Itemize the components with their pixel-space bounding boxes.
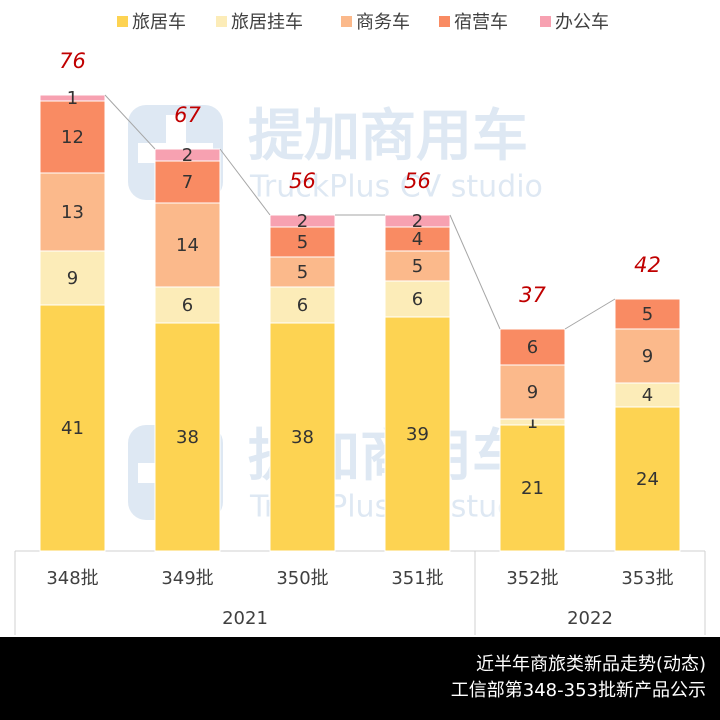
- legend-swatch: [117, 16, 128, 27]
- total-label: 42: [634, 253, 661, 277]
- data-label: 2: [297, 211, 308, 232]
- bar-segment: [499, 364, 566, 420]
- x-tick-label: 352批: [506, 568, 558, 589]
- x-tick-label: 350批: [276, 568, 328, 589]
- data-label: 9: [67, 268, 78, 289]
- connector: [104, 94, 156, 150]
- data-label: 38: [176, 427, 199, 448]
- bar-segment: [269, 214, 336, 228]
- legend-swatch: [216, 16, 227, 27]
- footer-line: 近半年商旅类新品走势(动态): [476, 654, 706, 675]
- bar-segment: [614, 328, 681, 384]
- data-label: 6: [297, 295, 308, 316]
- data-label: 24: [636, 469, 659, 490]
- data-label: 38: [291, 427, 314, 448]
- bar-segment: [614, 406, 681, 552]
- bar-segment: [154, 148, 221, 162]
- connector: [564, 298, 616, 330]
- data-label: 7: [182, 172, 193, 193]
- data-label: 1: [67, 88, 78, 109]
- data-label: 4: [412, 229, 423, 250]
- x-tick-label: 351批: [391, 568, 443, 589]
- data-label: 2: [412, 211, 423, 232]
- connector: [449, 214, 501, 330]
- watermark-subtitle: TruckPlus CV studio: [249, 170, 543, 205]
- x-tick-label: 348批: [46, 568, 98, 589]
- bar-segment: [39, 304, 106, 552]
- data-label: 1: [527, 412, 538, 433]
- bar-segment: [384, 316, 451, 552]
- data-label: 2: [182, 145, 193, 166]
- bar-segment: [39, 250, 106, 306]
- data-label: 39: [406, 424, 429, 445]
- bar-segment: [269, 322, 336, 552]
- total-label: 56: [289, 169, 316, 193]
- legend-swatch: [540, 16, 551, 27]
- total-label: 37: [519, 283, 546, 307]
- legend-swatch: [439, 16, 450, 27]
- bar-segment: [384, 226, 451, 252]
- bar-segment: [154, 202, 221, 288]
- legend-label: 旅居车: [132, 12, 186, 33]
- bar-segment: [499, 424, 566, 552]
- x-tick-label: 349批: [161, 568, 213, 589]
- bar-segment: [39, 100, 106, 174]
- bar-segment: [384, 214, 451, 228]
- footer-line: 工信部第348-353批新产品公示: [451, 680, 706, 701]
- bar-segment: [269, 286, 336, 324]
- legend-label: 办公车: [555, 12, 609, 33]
- x-tick-label: 353批: [621, 568, 673, 589]
- bar-segment: [269, 226, 336, 258]
- bar-segment: [154, 286, 221, 324]
- footer-band: [0, 637, 720, 720]
- bar-segment: [39, 172, 106, 252]
- data-label: 14: [176, 235, 199, 256]
- bar-segment: [499, 328, 566, 366]
- bar-segment: [154, 160, 221, 204]
- legend-label: 商务车: [356, 12, 410, 33]
- data-label: 5: [412, 256, 423, 277]
- bar-segment: [39, 94, 106, 102]
- connector: [219, 148, 271, 216]
- group-label: 2021: [222, 608, 268, 629]
- group-label: 2022: [567, 608, 613, 629]
- bar-segment: [384, 280, 451, 318]
- data-label: 6: [412, 289, 423, 310]
- data-label: 5: [297, 262, 308, 283]
- data-label: 21: [521, 478, 544, 499]
- legend-label: 宿营车: [454, 12, 508, 33]
- data-label: 9: [527, 382, 538, 403]
- bar-segment: [154, 322, 221, 552]
- total-label: 56: [404, 169, 431, 193]
- total-label: 67: [174, 103, 201, 127]
- data-label: 9: [642, 346, 653, 367]
- watermark-title: 提加商用车: [248, 104, 528, 169]
- data-label: 5: [297, 232, 308, 253]
- data-label: 41: [61, 418, 84, 439]
- data-label: 4: [642, 385, 653, 406]
- data-label: 6: [182, 295, 193, 316]
- bar-segment: [269, 256, 336, 288]
- data-label: 6: [527, 337, 538, 358]
- legend-label: 旅居挂车: [231, 12, 303, 33]
- bar-segment: [614, 298, 681, 330]
- data-label: 12: [61, 127, 84, 148]
- data-label: 13: [61, 202, 84, 223]
- legend-swatch: [341, 16, 352, 27]
- data-label: 5: [642, 304, 653, 325]
- total-label: 76: [59, 49, 86, 73]
